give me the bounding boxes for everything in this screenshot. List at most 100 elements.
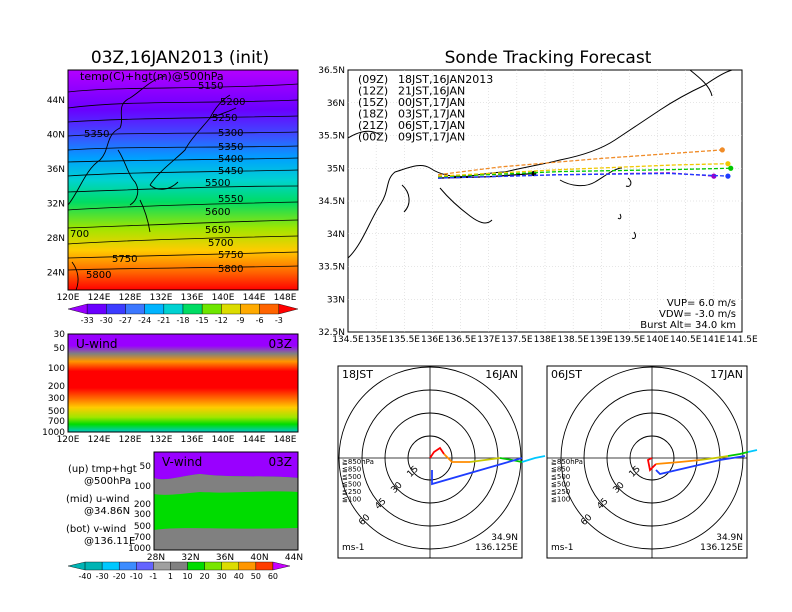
map500-label: temp(C)+hgt(m)@500hPa	[80, 70, 224, 83]
vwind-label: V-wind	[162, 455, 202, 469]
lon-tick-label: 140E	[646, 335, 669, 345]
colorbar-label: -9	[237, 316, 245, 325]
hodograph-unit: ms-1	[551, 543, 573, 553]
colorbar-swatch	[153, 561, 171, 571]
svg-text:5800: 5800	[218, 264, 243, 275]
hodograph-trace	[699, 455, 729, 461]
track-map: 36.5N 36N 35.5N 35N 34.5N 34N 33.5N 33N 32.5N 13…	[318, 66, 758, 345]
track-series-line	[438, 167, 731, 178]
legend-code: (18Z)	[358, 108, 388, 121]
pressure-tick-label: 30	[54, 330, 66, 340]
track-info: VUP= 6.0 m/s VDW= -3.0 m/s Burst Alt= 34…	[640, 298, 736, 331]
map500-lon-ticks: 120E 124E 128E 132E 136E 140E 144E 148E	[57, 293, 297, 303]
pressure-tick-label: 700	[48, 417, 65, 427]
colorbar-swatch	[221, 561, 239, 571]
pressure-tick-label: 300	[48, 394, 65, 404]
colorbar-swatch	[136, 561, 154, 571]
pressure-tick-label: 200	[134, 500, 151, 510]
hodograph-trace	[469, 457, 501, 463]
colorbar-swatch	[125, 303, 145, 315]
pressure-tick-label: 50	[140, 462, 152, 472]
lat-tick-label: 34.5N	[318, 197, 345, 207]
map500-lat-ticks: 44N 40N 36N 32N 28N 24N	[47, 96, 65, 279]
hodograph-unit: ms-1	[342, 543, 364, 553]
lon-tick-label: 136.5E	[445, 335, 477, 345]
track-coastline	[347, 69, 733, 259]
pressure-tick-label: 500	[134, 522, 151, 532]
colorbar-swatch	[259, 303, 280, 315]
pressure-tick-label: 1000	[42, 428, 65, 438]
legend-code: (12Z)	[358, 85, 388, 98]
lon-tick-label: 124E	[88, 435, 111, 445]
lat-tick-label: 32N	[181, 553, 199, 563]
colorbar-label: -18	[176, 316, 189, 325]
svg-text:5550: 5550	[218, 194, 243, 205]
lon-tick-label: 144E	[243, 435, 266, 445]
colorbar-swatch	[182, 303, 203, 315]
wind-colorbar: -40 -30 -20 -10 -1 1 10 20 30 40 50 60	[67, 561, 291, 581]
uwind-field	[68, 334, 298, 432]
colorbar-swatch	[201, 303, 222, 315]
lon-tick-label: 140E	[212, 435, 235, 445]
svg-text:5800: 5800	[86, 270, 111, 281]
hodograph-legend-item: ≦100	[551, 496, 570, 504]
hodograph-trace	[431, 457, 523, 486]
svg-text:(mid) u-wind: (mid) u-wind	[66, 494, 129, 505]
colorbar-swatch	[101, 561, 120, 571]
lon-tick-label: 132E	[150, 435, 173, 445]
colorbar-swatch	[106, 303, 126, 315]
track-legend: (09Z) 18JST,16JAN2013 (12Z) 21JST,16JAN (15Z…	[358, 73, 493, 144]
track-endpoint	[725, 161, 731, 167]
track-endpoint	[725, 173, 731, 179]
colorbar-label: -30	[100, 316, 113, 325]
lat-tick-label: 34N	[327, 230, 345, 240]
lat-tick-label: 35.5N	[318, 132, 345, 142]
colorbar-swatch	[278, 303, 299, 315]
lat-tick-label: 36N	[327, 99, 345, 109]
hodograph-legend-item: ≧850hPa	[551, 458, 583, 466]
lon-tick-label: 144E	[243, 293, 266, 303]
track-lat-ticks: 36.5N 36N 35.5N 35N 34.5N 34N 33.5N 33N 32.5N	[318, 66, 345, 338]
svg-text:@500hPa: @500hPa	[84, 476, 131, 487]
svg-text:5750: 5750	[218, 250, 243, 261]
lon-tick-label: 136E	[181, 293, 204, 303]
map-500hpa: temp(C)+hgt(m)@500hPa 5150 5200 5250 530…	[47, 69, 299, 325]
track-lon-ticks: 134.5E 135E 135.5E 136E 136.5E 137E 137.5E 138E…	[332, 335, 758, 345]
vwind-time: 03Z	[269, 455, 293, 469]
colorbar-label: 20	[200, 572, 210, 581]
svg-text:5650: 5650	[205, 225, 230, 236]
lon-tick-label: 137.5E	[501, 335, 533, 345]
hodograph-trace	[429, 446, 445, 459]
legend-code: (21Z)	[358, 119, 388, 132]
svg-text:700: 700	[70, 229, 89, 240]
colorbar-label: -21	[157, 316, 170, 325]
hodograph-legend-item: ≦850	[342, 466, 361, 474]
hodograph-legend-item: ≦250	[551, 488, 570, 496]
pressure-tick-label: 300	[134, 510, 151, 520]
legend-time: 09JST,17JAN	[398, 131, 465, 144]
colorbar-label: -12	[215, 316, 228, 325]
colorbar-label: -27	[119, 316, 132, 325]
lat-tick-label: 36.5N	[318, 66, 345, 76]
legend-time: 06JST,17JAN	[398, 119, 465, 132]
lon-tick-label: 120E	[57, 435, 80, 445]
vwind-lat-ticks: 28N 32N 36N 40N 44N	[147, 553, 303, 563]
svg-text:5500: 5500	[205, 178, 230, 189]
hodograph-trace	[646, 457, 657, 472]
lon-tick-label: 135E	[365, 335, 388, 345]
hodograph-trace	[747, 449, 758, 453]
colorbar-label: -6	[256, 316, 264, 325]
lat-tick-label: 28N	[47, 234, 65, 244]
hodograph-trace	[727, 451, 749, 457]
svg-text:@34.86N: @34.86N	[84, 506, 130, 517]
lat-tick-label: 36N	[47, 165, 65, 175]
colorbar-swatch	[272, 561, 291, 571]
colorbar-swatch	[238, 561, 257, 571]
colorbar-swatch	[86, 303, 107, 315]
svg-text:@136.11E: @136.11E	[84, 536, 135, 547]
uwind-time: 03Z	[269, 337, 293, 351]
hodograph-legend-item: ≦500	[342, 481, 361, 489]
lon-tick-label: 139.5E	[614, 335, 646, 345]
